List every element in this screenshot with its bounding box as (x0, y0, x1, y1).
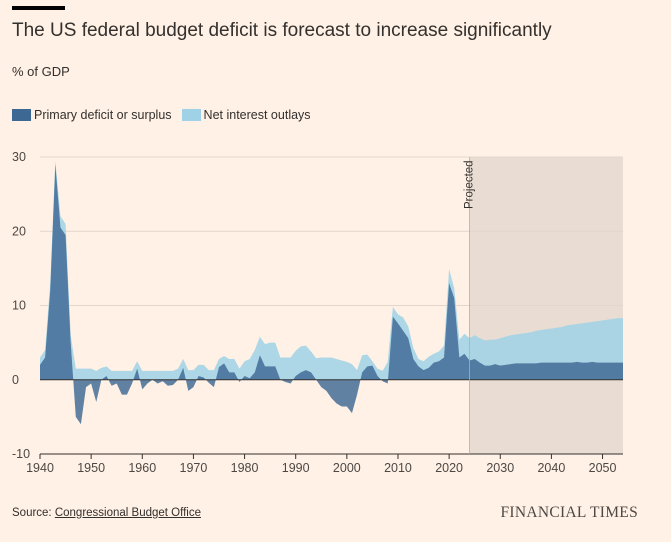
legend-label-interest: Net interest outlays (203, 108, 311, 122)
legend: Primary deficit or surplus Net interest … (12, 108, 321, 122)
x-tick-label-1960: 1960 (128, 461, 156, 475)
y-tick-label-0: 0 (12, 373, 19, 387)
x-tick-label-1950: 1950 (77, 461, 105, 475)
chart-area: -10 0 10 20 30 1940 1950 1960 1970 1980 1990 2000 20… (0, 140, 671, 485)
x-tick-label-2010: 2010 (384, 461, 412, 475)
x-tick-label-2020: 2020 (435, 461, 463, 475)
area-net-interest (40, 160, 623, 380)
legend-label-primary: Primary deficit or surplus (34, 108, 172, 122)
x-tick-label-2040: 2040 (537, 461, 565, 475)
x-tick-label-1990: 1990 (282, 461, 310, 475)
legend-item-primary: Primary deficit or surplus (12, 108, 172, 122)
top-accent-bar (12, 6, 65, 10)
source-link[interactable]: Congressional Budget Office (54, 507, 202, 519)
source-prefix: Source: (12, 507, 55, 519)
legend-swatch-interest (181, 109, 201, 121)
legend-item-interest: Net interest outlays (181, 108, 311, 122)
y-tick-label-20: 20 (12, 224, 26, 238)
y-tick-label-10: 10 (12, 299, 26, 313)
chart-subtitle: % of GDP (12, 64, 70, 79)
ft-logo: FINANCIAL TIMES (500, 504, 638, 521)
projected-label: Projected (464, 160, 476, 209)
x-tick-label-2000: 2000 (333, 461, 361, 475)
y-tick-label-30: 30 (12, 150, 26, 164)
x-tick-label-1940: 1940 (26, 461, 54, 475)
chart-title: The US federal budget deficit is forecas… (12, 20, 552, 41)
legend-swatch-primary (12, 109, 31, 121)
x-tick-label-2050: 2050 (589, 461, 617, 475)
source-note: Source: Congressional Budget Office (12, 507, 201, 519)
x-tick-label-1970: 1970 (180, 461, 208, 475)
x-tick-label-2030: 2030 (486, 461, 514, 475)
x-tick-label-1980: 1980 (231, 461, 259, 475)
y-tick-label--10: -10 (12, 447, 30, 461)
